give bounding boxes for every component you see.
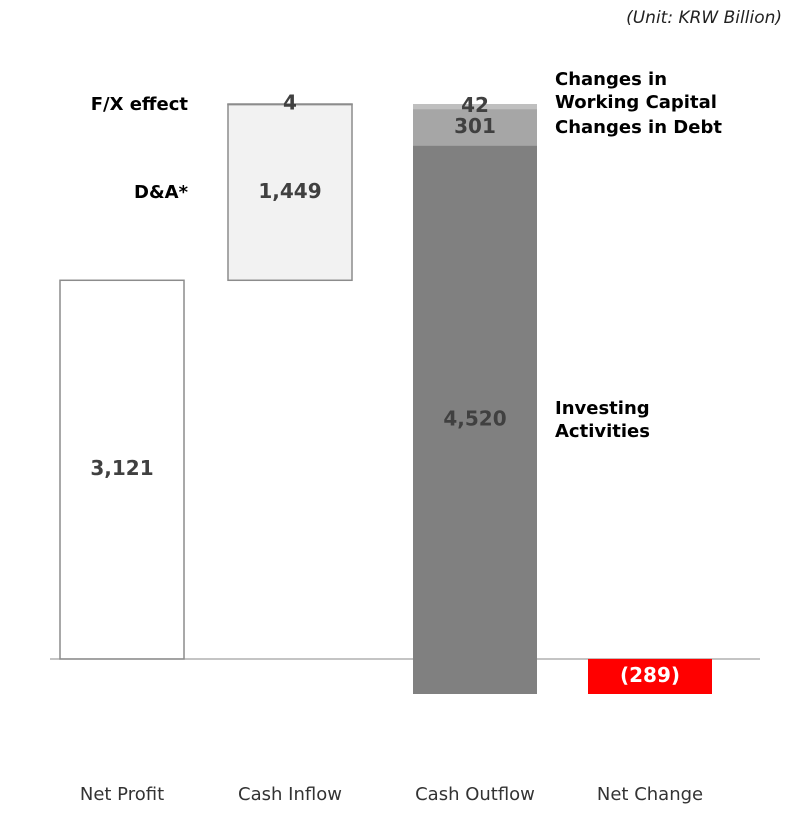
value-label: 1,449 — [258, 179, 321, 203]
x-tick-label: Net Change — [597, 784, 703, 805]
value-label: 301 — [454, 114, 496, 138]
value-label: 4,520 — [443, 406, 506, 430]
segment-name: Investing Activities — [555, 397, 650, 442]
value-label: 42 — [461, 93, 489, 117]
x-tick-label: Cash Inflow — [238, 784, 342, 805]
bar-segment — [413, 145, 537, 694]
value-label: 4 — [283, 91, 297, 115]
segment-name: D&A* — [134, 181, 188, 203]
bar-segment — [59, 279, 185, 660]
x-tick-label: Net Profit — [80, 784, 164, 805]
unit-note: (Unit: KRW Billion) — [626, 8, 782, 28]
bar-segment — [413, 104, 537, 110]
segment-name: Changes in Debt — [555, 116, 722, 138]
value-label: 3,121 — [90, 456, 153, 480]
bar-segment — [227, 103, 353, 106]
segment-name: F/X effect — [90, 93, 188, 115]
bar-segment — [413, 109, 537, 146]
segment-name: Changes in Working Capital — [555, 68, 717, 113]
x-tick-label: Cash Outflow — [415, 784, 535, 805]
value-label: (289) — [620, 663, 680, 687]
bar-segment — [227, 103, 353, 282]
bar-segment — [588, 658, 712, 694]
